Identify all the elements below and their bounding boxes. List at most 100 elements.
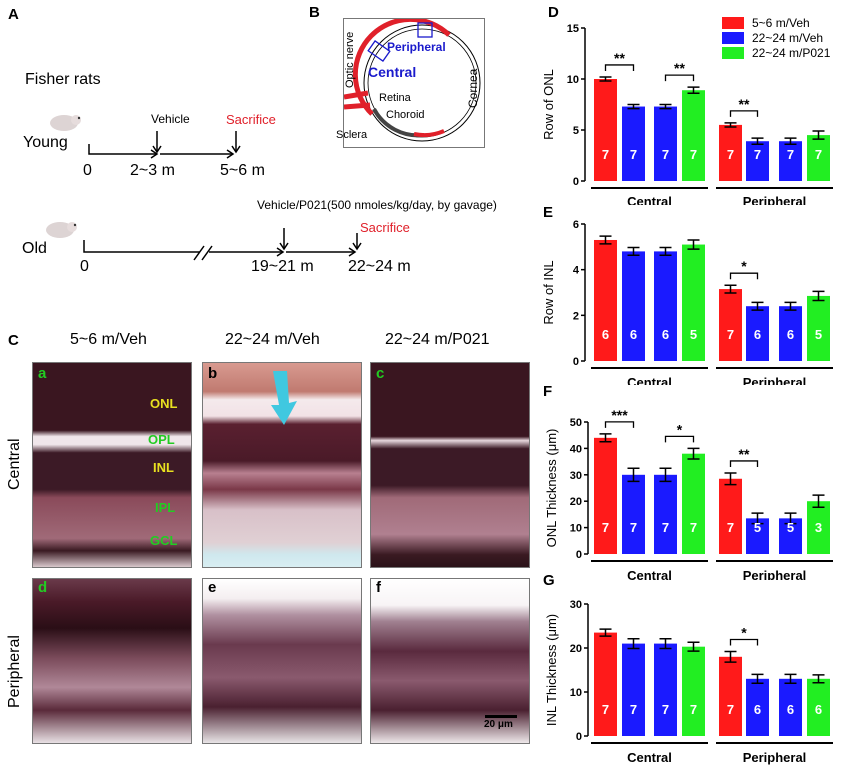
n-label: 7 (727, 327, 734, 342)
legend-label: 22~24 m/P021 (752, 45, 831, 60)
panel-a-label: A (8, 6, 19, 23)
panel-e-label: E (543, 204, 554, 221)
error-bar (784, 673, 797, 684)
error-bar (627, 467, 640, 483)
significance-label: ** (739, 446, 750, 462)
young-sacrifice: Sacrifice (226, 112, 276, 127)
error-bar (627, 246, 640, 257)
y-tick-label: 10 (567, 74, 579, 86)
significance-bracket (729, 272, 759, 280)
n-label: 7 (662, 147, 669, 162)
error-bar (784, 137, 797, 146)
micrograph-a: a ONL OPL INL IPL GCL (32, 362, 192, 568)
n-label: 7 (630, 702, 637, 717)
significance-label: * (741, 625, 747, 641)
bar (682, 244, 705, 361)
young-tick-0: 0 (83, 162, 92, 179)
error-bar (599, 628, 612, 637)
legend-item: 22~24 m/P021 (722, 45, 830, 60)
y-axis-label: Row of ONL (541, 69, 556, 140)
error-bar (812, 494, 825, 509)
significance-bracket (729, 638, 759, 646)
n-label: 7 (602, 147, 609, 162)
significance-label: * (677, 421, 683, 437)
error-bar (599, 235, 612, 245)
bar (807, 501, 830, 554)
error-bar (751, 301, 764, 311)
error-bar (687, 86, 700, 95)
group-label: Central (627, 194, 672, 205)
error-bar (724, 472, 737, 486)
old-sacrifice: Sacrifice (360, 220, 410, 235)
subpanel-label: f (376, 579, 381, 596)
layer-label-gcl: GCL (150, 533, 178, 548)
column-header: 22~24 m/Veh (225, 331, 320, 348)
y-tick-label: 6 (573, 219, 579, 231)
subpanel-label: c (376, 365, 385, 382)
micrograph-e: e (202, 578, 362, 744)
old-timeline (83, 228, 362, 261)
bar (594, 79, 617, 181)
significance-bracket (664, 435, 695, 443)
n-label: 6 (787, 702, 794, 717)
micrograph-d: d (32, 578, 192, 744)
optic-nerve-label: Optic nerve (344, 31, 356, 88)
bar (719, 478, 742, 554)
significance-bracket (604, 64, 635, 71)
legend-label: 22~24 m/Veh (752, 30, 824, 45)
significance-bracket (729, 460, 759, 467)
panel-b-label: B (309, 4, 320, 21)
choroid-label: Choroid (386, 109, 425, 121)
mouse-icon (46, 222, 77, 238)
error-bar (812, 674, 825, 684)
y-tick-label: 0 (573, 356, 579, 368)
y-tick-label: 4 (573, 265, 580, 277)
bar (779, 306, 802, 361)
error-bar (659, 103, 672, 110)
layer-label-ipl: IPL (155, 500, 176, 515)
eye-schematic (343, 18, 485, 148)
bar (719, 656, 742, 736)
group-label: Central (627, 375, 672, 385)
error-bar (784, 512, 797, 525)
n-label: 7 (662, 520, 669, 535)
subpanel-label: d (38, 579, 48, 596)
legend-label: 5~6 m/Veh (752, 15, 810, 30)
n-label: 3 (815, 520, 822, 535)
y-axis-label: Row of INL (541, 260, 556, 324)
y-tick-label: 30 (570, 599, 582, 611)
n-label: 6 (662, 327, 669, 342)
bar (654, 474, 677, 554)
row-label-peripheral: Peripheral (6, 635, 23, 708)
legend-swatch (722, 31, 744, 44)
error-bar (627, 638, 640, 650)
legend-item: 22~24 m/Veh (722, 30, 830, 45)
y-axis-label: ONL Thickness (μm) (544, 429, 559, 548)
chart-g-inl-thickness: 0 10 20 30 INL Thickness (μm) 7 7 7 7 7 6 6 6 Central… (544, 599, 833, 765)
y-axis-label: INL Thickness (μm) (544, 614, 559, 726)
significance-bracket (604, 421, 635, 428)
micrograph-f: f 20 μm (370, 578, 530, 744)
micrograph-b: b (202, 362, 362, 568)
significance-label: ** (739, 96, 750, 112)
scale-bar (485, 715, 517, 718)
n-label: 5 (690, 327, 697, 342)
bar (654, 643, 677, 736)
legend-swatch (722, 16, 744, 29)
error-bar (687, 447, 700, 460)
y-tick-label: 50 (570, 417, 582, 429)
bar (654, 106, 677, 181)
error-bar (627, 103, 640, 110)
old-treatment: Vehicle/P021(500 nmoles/kg/day, by gavag… (257, 198, 497, 212)
young-timeline (88, 131, 241, 159)
bar (594, 632, 617, 736)
error-bar (659, 638, 672, 650)
group-label: Peripheral (743, 194, 807, 205)
old-label: Old (22, 240, 47, 257)
n-label: 7 (727, 147, 734, 162)
old-tick-2: 22~24 m (348, 258, 411, 275)
significance-bracket (664, 74, 695, 82)
n-label: 5 (815, 327, 822, 342)
significance-label: * (741, 258, 747, 274)
layer-label-opl: OPL (148, 432, 175, 447)
